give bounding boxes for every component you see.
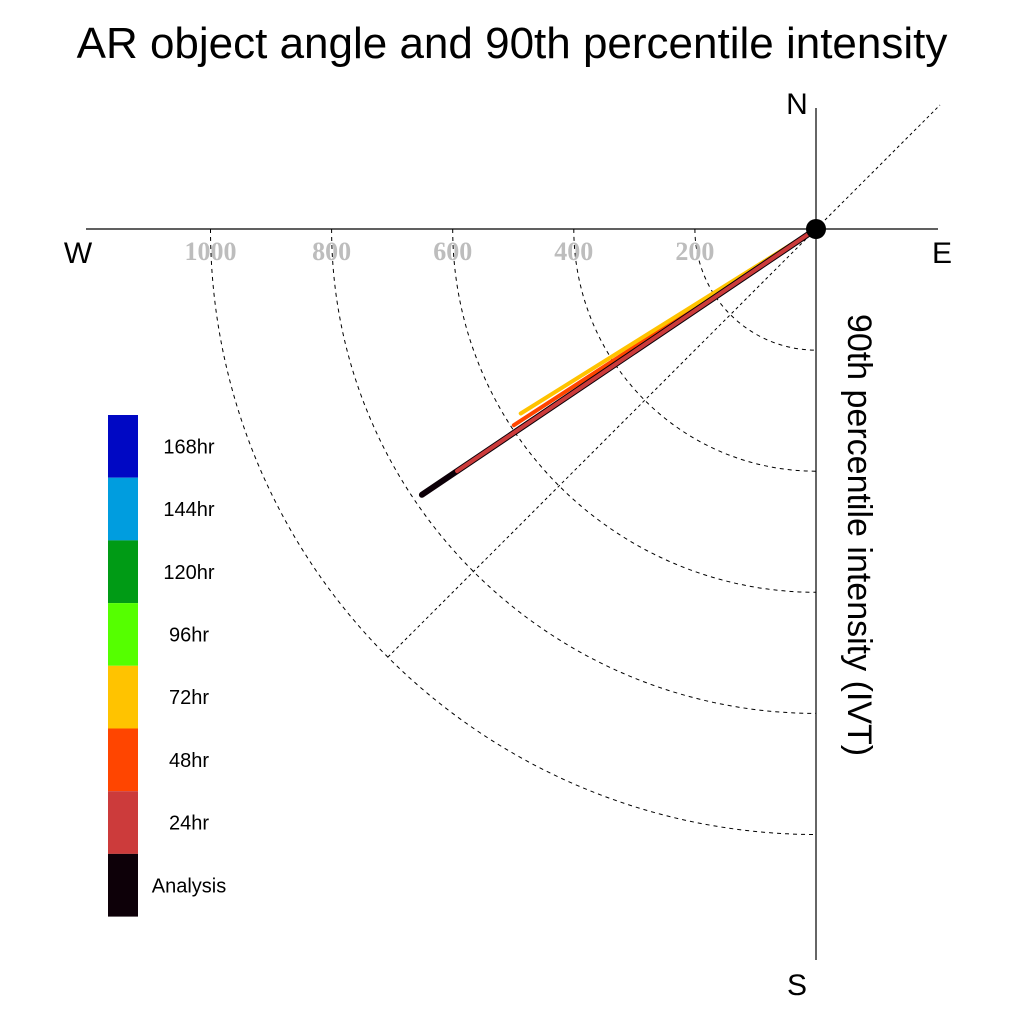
radial-tick-label: 400 bbox=[554, 237, 593, 266]
vector-24hr bbox=[455, 227, 818, 474]
origin-point bbox=[806, 219, 826, 239]
legend-label: Analysis bbox=[152, 875, 226, 897]
legend-swatch-144hr bbox=[108, 477, 138, 541]
diagonal-guide bbox=[387, 104, 941, 658]
legend-label: 96hr bbox=[169, 624, 209, 646]
south-label: S bbox=[787, 969, 807, 1002]
legend-label: 144hr bbox=[163, 499, 214, 521]
legend-label: 72hr bbox=[169, 687, 209, 709]
legend-swatch-96hr bbox=[108, 603, 138, 666]
color-legend: 168hr 144hr 120hr 96hr 72hr 48hr 24hr Analysis bbox=[108, 415, 226, 917]
radial-tick-label: 600 bbox=[433, 237, 472, 266]
legend-swatch-48hr bbox=[108, 728, 138, 792]
legend-label: 168hr bbox=[163, 436, 214, 458]
legend-swatch-analysis bbox=[108, 853, 138, 917]
compass-axes bbox=[86, 104, 941, 960]
east-label: E bbox=[932, 237, 952, 270]
legend-label: 24hr bbox=[169, 813, 209, 835]
legend-label: 120hr bbox=[163, 562, 214, 584]
radial-axis-label: 90th percentile intensity (IVT) bbox=[840, 314, 878, 756]
legend-swatch-24hr bbox=[108, 791, 138, 854]
legend-label: 48hr bbox=[169, 750, 209, 772]
legend-swatch-72hr bbox=[108, 665, 138, 729]
legend-swatch-168hr bbox=[108, 415, 138, 478]
radial-tick-label: 800 bbox=[312, 237, 351, 266]
vector-series bbox=[418, 219, 826, 498]
west-label: W bbox=[64, 237, 93, 270]
legend-swatch-120hr bbox=[108, 540, 138, 604]
polar-grid: 200 400 600 800 1000 bbox=[185, 228, 817, 835]
grid-arc-1000 bbox=[210, 228, 817, 835]
radial-tick-label: 1000 bbox=[185, 237, 237, 266]
grid-arc-800 bbox=[331, 228, 817, 714]
radial-tick-label: 200 bbox=[675, 237, 714, 266]
grid-arc-200 bbox=[694, 228, 817, 351]
chart-title: AR object angle and 90th percentile inte… bbox=[77, 19, 948, 68]
north-label: N bbox=[786, 88, 808, 121]
